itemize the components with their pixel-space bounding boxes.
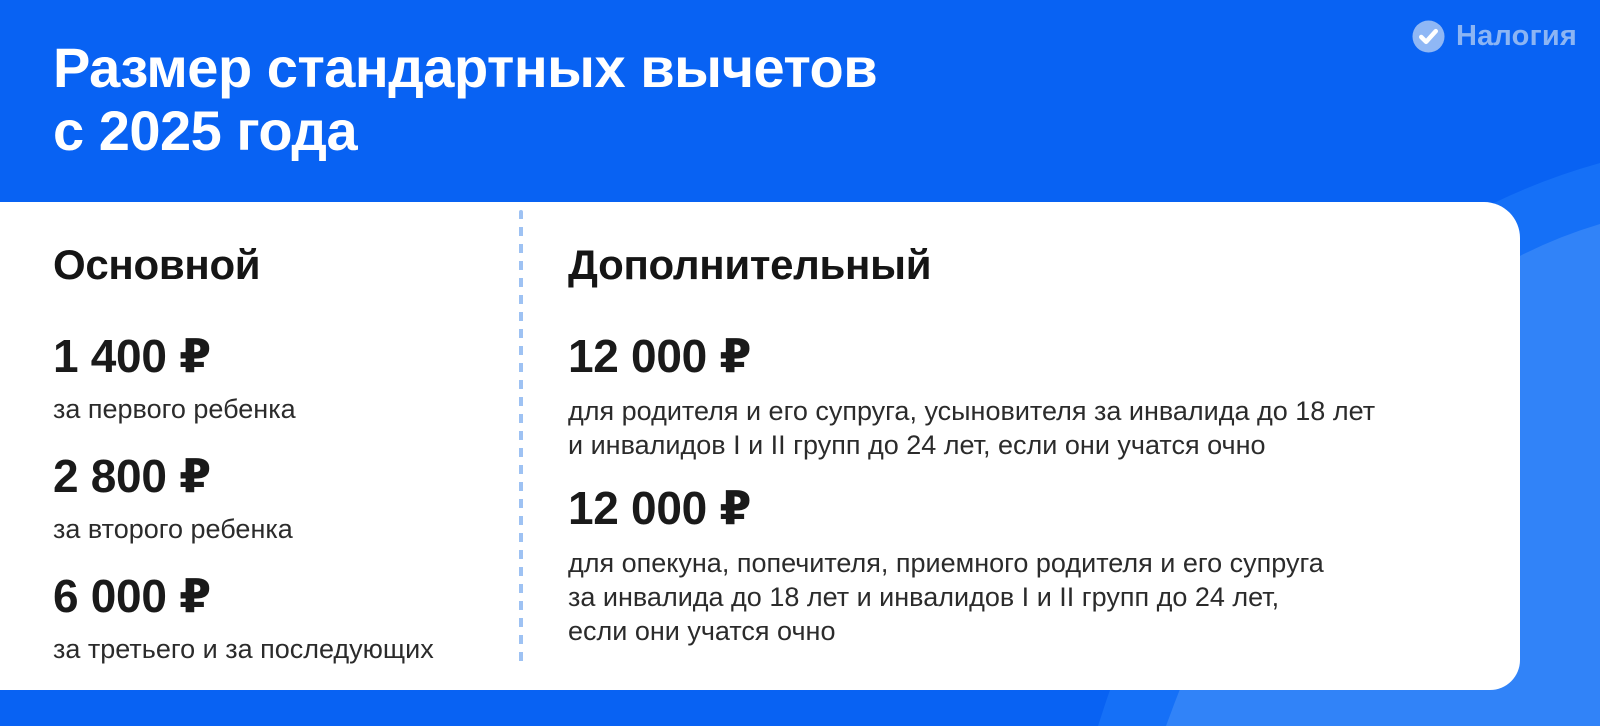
amount-second-child: 2 800 ₽ — [53, 450, 211, 502]
additional-column-heading: Дополнительный — [568, 241, 932, 288]
page-title-line2: с 2025 года — [53, 99, 358, 162]
additional-deduction-column: Дополнительный 12 000 ₽ для родителя и е… — [523, 202, 1520, 690]
page-title: Размер стандартных вычетов с 2025 года — [53, 36, 878, 162]
amount-disabled-child-guardian: 12 000 ₽ — [568, 482, 752, 534]
amount-first-child: 1 400 ₽ — [53, 330, 211, 382]
amount-third-child: 6 000 ₽ — [53, 570, 211, 622]
content-card: Основной 1 400 ₽ за первого ребенка 2 80… — [0, 202, 1520, 690]
check-circle-icon — [1412, 20, 1445, 53]
basic-column-heading: Основной — [53, 241, 261, 288]
dotted-vertical-divider — [519, 210, 523, 668]
header: Размер стандартных вычетов с 2025 года — [53, 36, 878, 162]
amount-disabled-child-guardian-description: для опекуна, попечителя, приемного родит… — [568, 548, 1324, 646]
brand-logo: Налогия — [1412, 20, 1577, 53]
amount-third-child-description: за третьего и за последующих — [53, 634, 434, 664]
amount-disabled-child-parent-description: для родителя и его супруга, усыновителя … — [568, 396, 1376, 460]
brand-name: Налогия — [1455, 20, 1577, 52]
amount-first-child-description: за первого ребенка — [53, 394, 296, 424]
page-title-line1: Размер стандартных вычетов — [53, 36, 878, 99]
basic-deduction-column: Основной 1 400 ₽ за первого ребенка 2 80… — [0, 202, 519, 690]
amount-disabled-child-parent: 12 000 ₽ — [568, 330, 752, 382]
amount-second-child-description: за второго ребенка — [53, 514, 293, 544]
